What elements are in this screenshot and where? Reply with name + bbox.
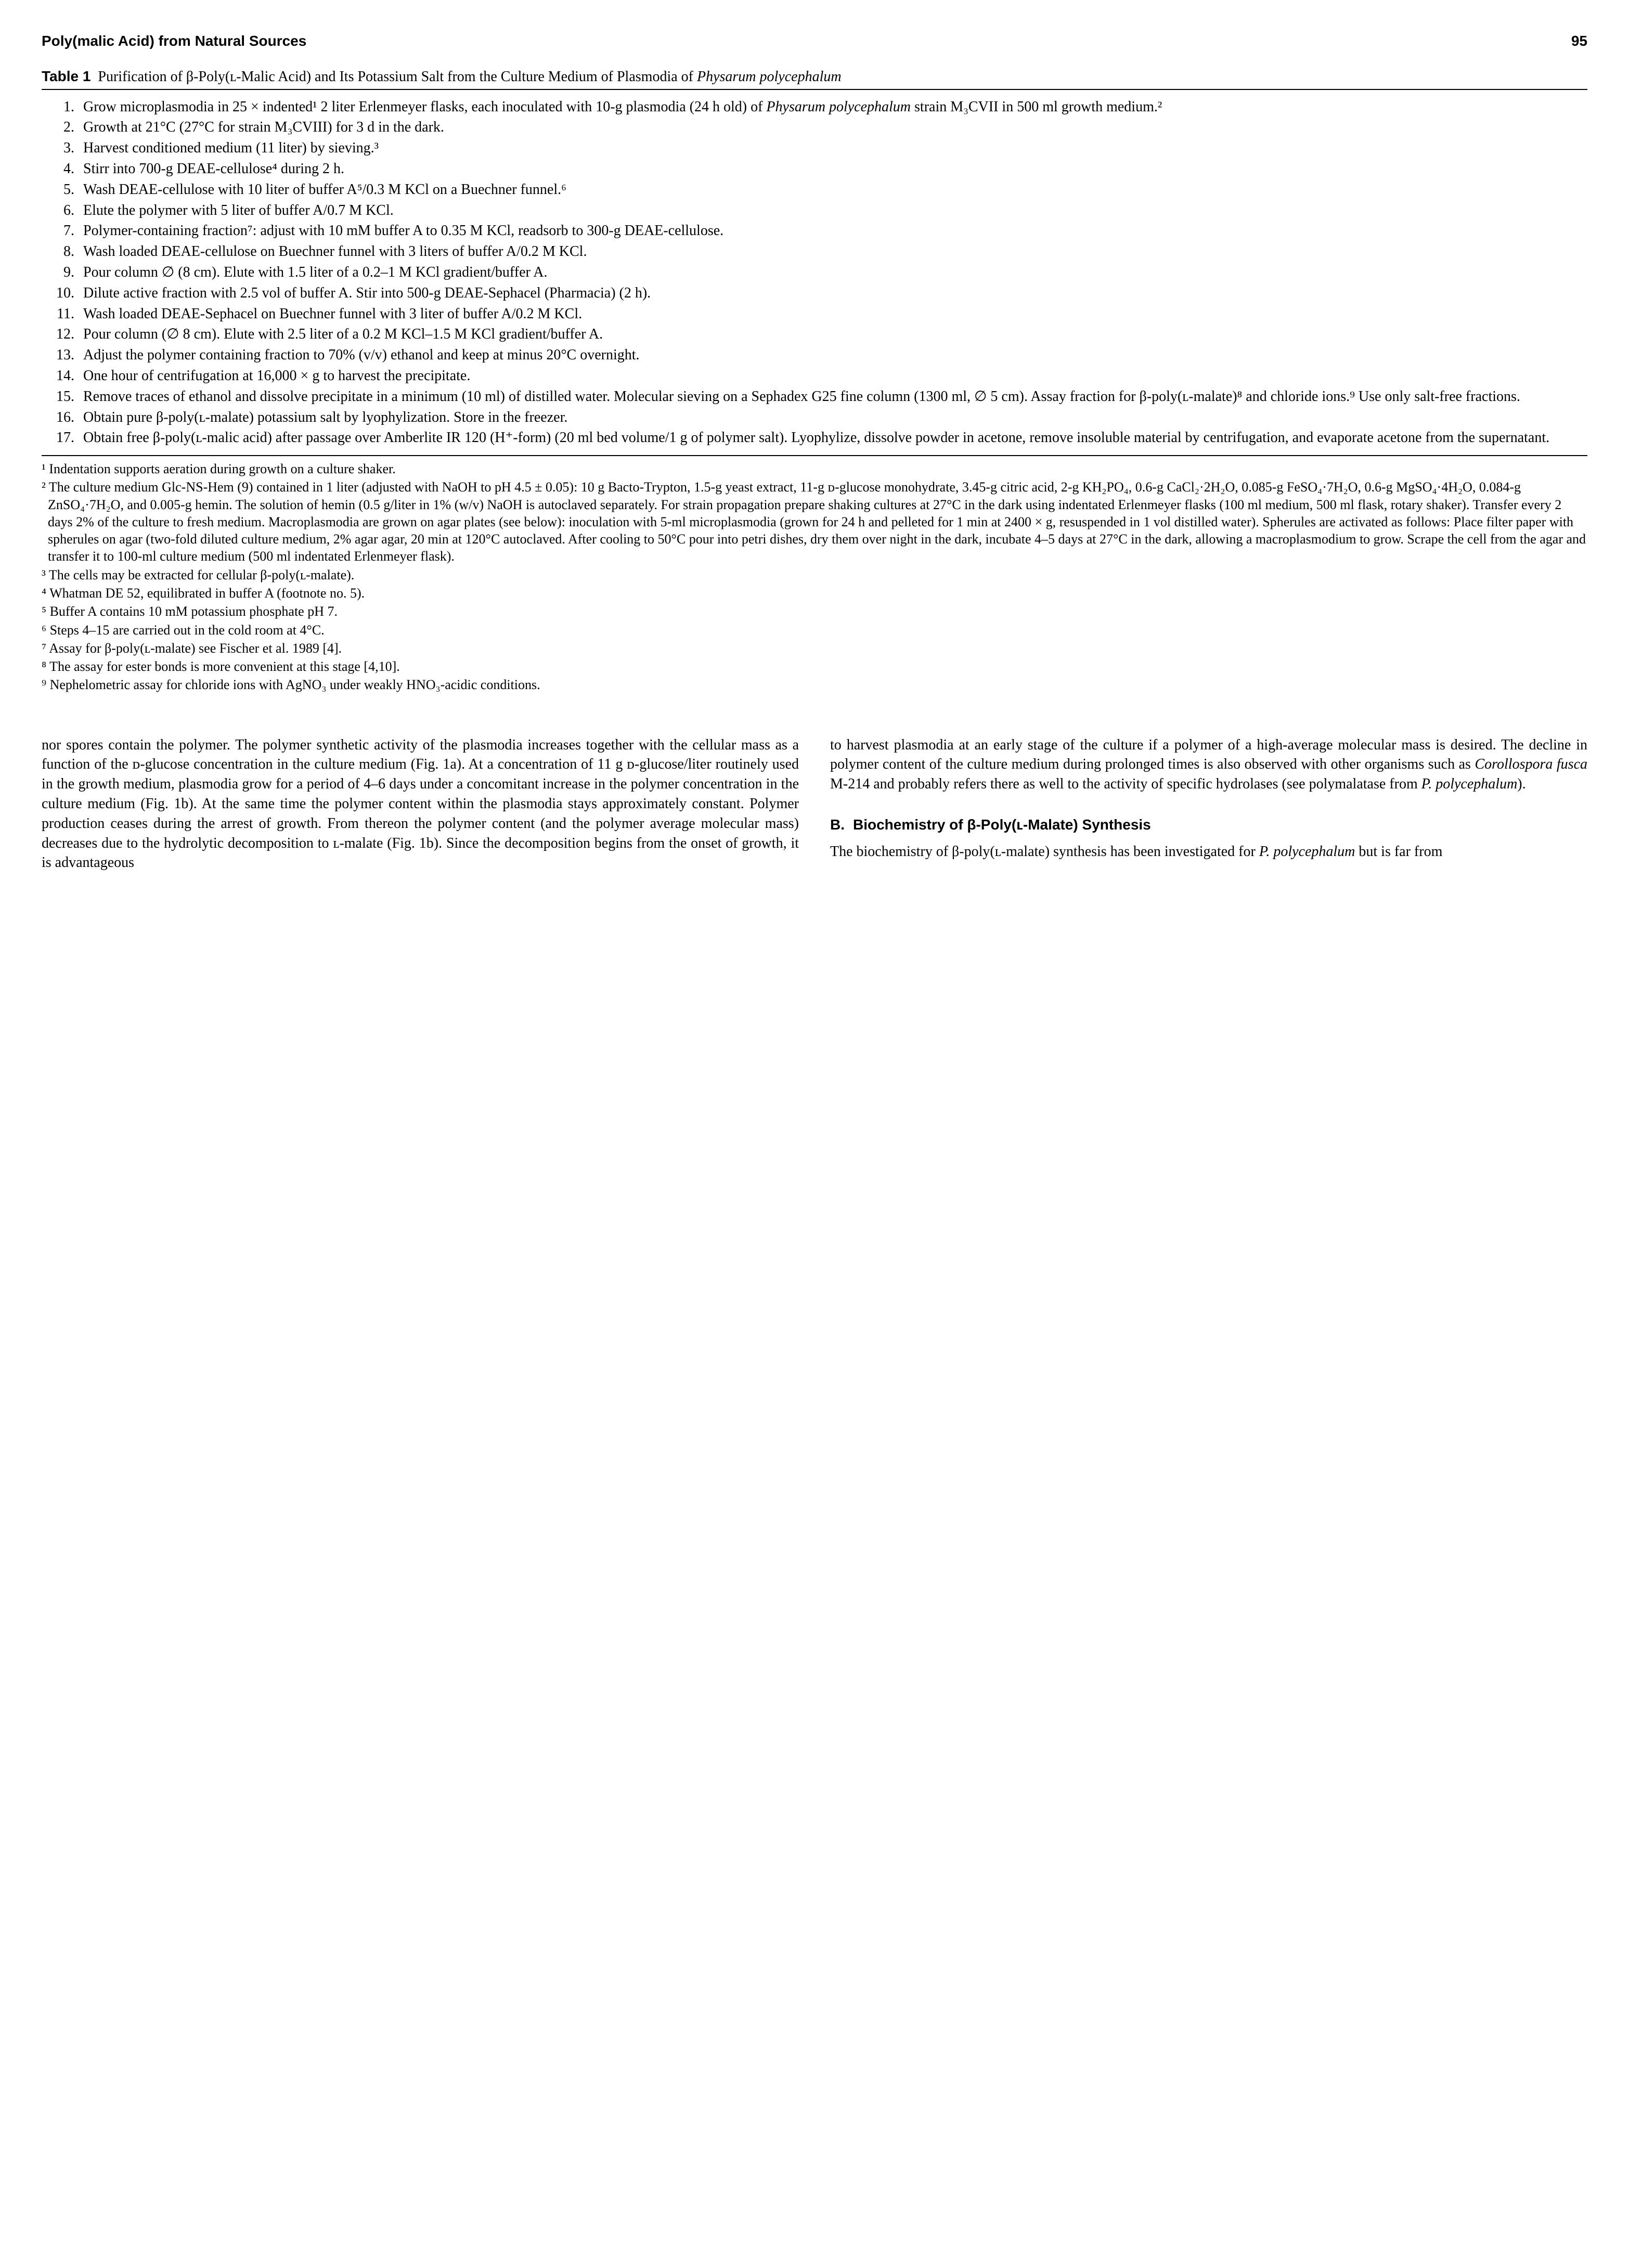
table-footnotes: ¹ Indentation supports aeration during g… <box>42 460 1587 693</box>
body-paragraph: to harvest plasmodia at an early stage o… <box>830 735 1587 794</box>
protocol-step: Remove traces of ethanol and dissolve pr… <box>78 387 1577 407</box>
protocol-step: Dilute active fraction with 2.5 vol of b… <box>78 283 1577 303</box>
table-title: Purification of β-Poly(ʟ-Malic Acid) and… <box>98 69 841 85</box>
protocol-steps: Grow microplasmodia in 25 × indented¹ 2 … <box>62 97 1587 448</box>
table-body: Grow microplasmodia in 25 × indented¹ 2 … <box>42 89 1587 457</box>
protocol-step: Stirr into 700-g DEAE-cellulose⁴ during … <box>78 159 1577 179</box>
footnote: ¹ Indentation supports aeration during g… <box>42 460 1587 477</box>
table-caption: Table 1 Purification of β-Poly(ʟ-Malic A… <box>42 67 1587 87</box>
footnote: ⁷ Assay for β-poly(ʟ-malate) see Fischer… <box>42 640 1587 657</box>
table-label: Table 1 <box>42 68 90 84</box>
page-number: 95 <box>1571 31 1587 51</box>
protocol-step: Grow microplasmodia in 25 × indented¹ 2 … <box>78 97 1577 117</box>
protocol-step: Pour column ∅ (8 cm). Elute with 1.5 lit… <box>78 263 1577 282</box>
right-column: to harvest plasmodia at an early stage o… <box>830 735 1587 873</box>
body-columns: nor spores contain the polymer. The poly… <box>42 735 1587 873</box>
running-head: Poly(malic Acid) from Natural Sources <box>42 31 306 51</box>
footnote: ⁸ The assay for ester bonds is more conv… <box>42 658 1587 675</box>
protocol-step: Harvest conditioned medium (11 liter) by… <box>78 138 1577 158</box>
footnote: ⁹ Nephelometric assay for chloride ions … <box>42 676 1587 693</box>
section-title: Biochemistry of β-Poly(ʟ-Malate) Synthes… <box>853 815 1587 835</box>
body-paragraph: nor spores contain the polymer. The poly… <box>42 735 799 873</box>
protocol-step: Adjust the polymer containing fraction t… <box>78 345 1577 365</box>
protocol-step: Wash DEAE-cellulose with 10 liter of buf… <box>78 180 1577 200</box>
protocol-step: Polymer-containing fraction⁷: adjust wit… <box>78 221 1577 241</box>
protocol-step: Wash loaded DEAE-cellulose on Buechner f… <box>78 242 1577 262</box>
section-heading: B. Biochemistry of β-Poly(ʟ-Malate) Synt… <box>830 815 1587 835</box>
footnote: ⁴ Whatman DE 52, equilibrated in buffer … <box>42 585 1587 602</box>
footnote: ⁵ Buffer A contains 10 mM potassium phos… <box>42 603 1587 620</box>
protocol-step: Pour column (∅ 8 cm). Elute with 2.5 lit… <box>78 325 1577 344</box>
section-label: B. <box>830 815 845 835</box>
footnote: ⁶ Steps 4–15 are carried out in the cold… <box>42 621 1587 639</box>
page-header: Poly(malic Acid) from Natural Sources 95 <box>42 31 1587 51</box>
body-paragraph: The biochemistry of β-poly(ʟ-malate) syn… <box>830 842 1587 862</box>
protocol-step: Wash loaded DEAE-Sephacel on Buechner fu… <box>78 304 1577 324</box>
protocol-step: One hour of centrifugation at 16,000 × g… <box>78 366 1577 386</box>
left-column: nor spores contain the polymer. The poly… <box>42 735 799 873</box>
protocol-step: Growth at 21°C (27°C for strain M₃CVIII)… <box>78 118 1577 137</box>
protocol-step: Elute the polymer with 5 liter of buffer… <box>78 201 1577 221</box>
footnote: ² The culture medium Glc-NS-Hem (9) cont… <box>42 478 1587 565</box>
protocol-step: Obtain free β-poly(ʟ-malic acid) after p… <box>78 428 1577 448</box>
footnote: ³ The cells may be extracted for cellula… <box>42 566 1587 584</box>
protocol-step: Obtain pure β-poly(ʟ-malate) potassium s… <box>78 408 1577 427</box>
